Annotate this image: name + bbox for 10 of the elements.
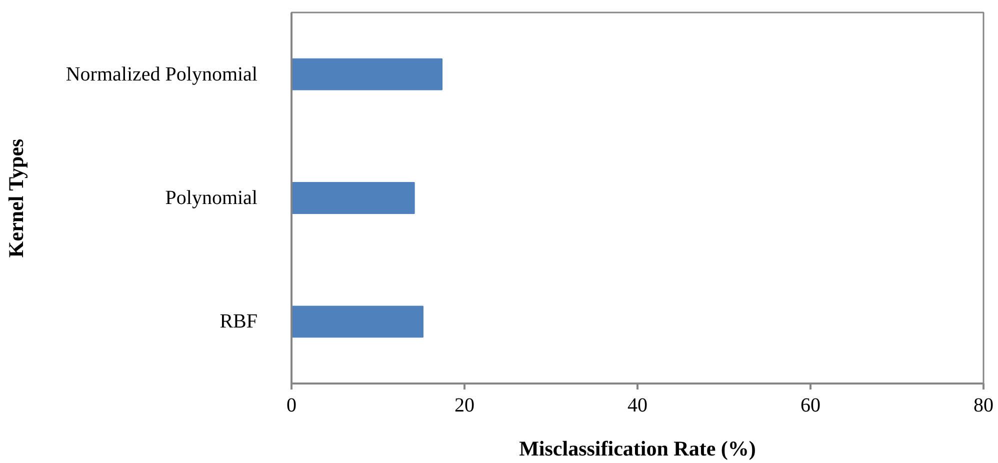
y-tick-label: Polynomial — [165, 187, 258, 209]
x-tick-label: 0 — [286, 394, 296, 416]
y-tick-label: Normalized Polynomial — [66, 63, 258, 86]
y-tick-label: RBF — [220, 310, 258, 333]
x-tick-label: 60 — [800, 394, 820, 416]
x-tick-label: 40 — [628, 394, 648, 416]
x-tick-label: 80 — [974, 394, 994, 416]
x-tick-label: 20 — [454, 394, 474, 416]
x-axis-title: Misclassification Rate (%) — [519, 436, 756, 460]
y-axis-title: Kernel Types — [4, 138, 28, 258]
